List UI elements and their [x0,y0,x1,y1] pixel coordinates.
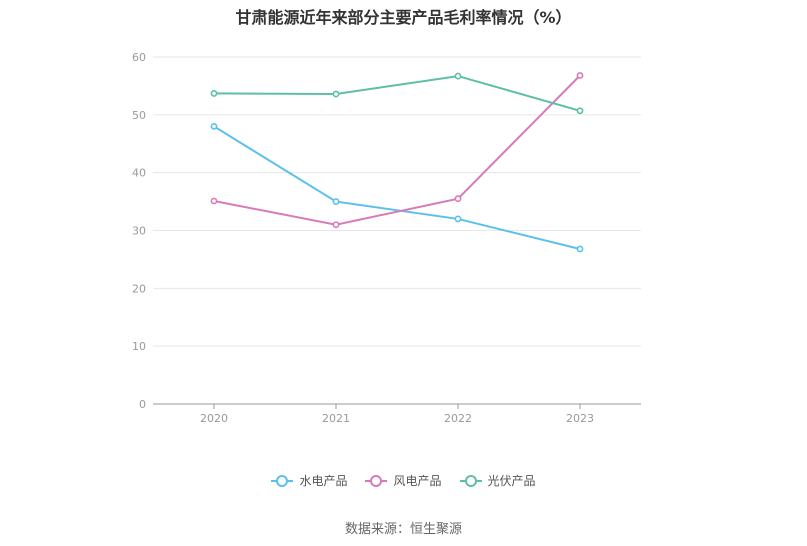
y-tick-label: 30 [132,225,146,238]
y-tick-label: 20 [132,282,146,295]
series-line-1 [213,125,581,250]
y-tick-label: 10 [132,340,146,353]
data-point [332,198,340,205]
grid-lines [153,56,641,347]
y-tick-label: 40 [132,167,146,180]
data-point [210,197,218,205]
data-point [454,195,462,203]
x-tick-label: 2023 [566,412,594,425]
source-note: 数据来源：恒生聚源 [344,522,462,537]
series-line-3 [213,75,581,112]
x-axis: 2020 2021 2022 2023 [153,403,641,425]
legend-item-1[interactable]: 水电产品 [271,472,347,489]
data-point [210,123,218,130]
data-point [210,90,218,97]
x-tick-label: 2022 [444,412,472,425]
data-point [576,107,584,115]
y-tick-label: 60 [132,51,146,64]
data-point [332,90,340,98]
data-point [576,72,584,79]
legend-item-3[interactable]: 光伏产品 [459,472,536,489]
legend-label: 光伏产品 [487,474,536,488]
data-point [332,221,340,229]
y-tick-label: 50 [132,109,146,122]
x-tick-label: 2021 [322,412,350,425]
legend-label: 风电产品 [393,474,442,488]
data-point [576,245,584,253]
legend-label: 水电产品 [299,474,348,488]
y-axis: 0 10 20 30 40 50 60 [132,51,146,411]
series-line-2 [213,74,581,226]
legend-swatch [365,474,388,487]
legend-swatch [271,474,294,487]
legend-item-2[interactable]: 风电产品 [365,472,442,489]
y-tick-label: 0 [139,398,146,411]
chart-title: 甘肃能源近年来部分主要产品毛利率情况（%） [235,8,572,27]
x-tick-label: 2020 [200,412,228,425]
legend-swatch [459,474,482,487]
legend: 水电产品 风电产品 光伏产品 [0,472,807,489]
data-point [454,72,462,80]
data-point [454,215,462,223]
series-group [210,72,584,253]
